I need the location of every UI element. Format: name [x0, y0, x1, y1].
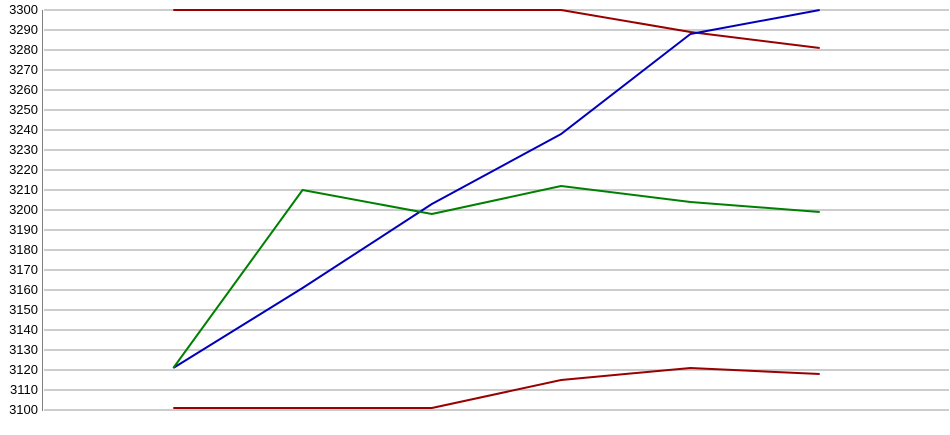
series-dark-red-upper-line — [173, 9, 820, 49]
series-dark-red-lower-line — [173, 367, 820, 409]
series-blue-line — [172, 9, 820, 369]
series-green-line — [172, 185, 820, 369]
